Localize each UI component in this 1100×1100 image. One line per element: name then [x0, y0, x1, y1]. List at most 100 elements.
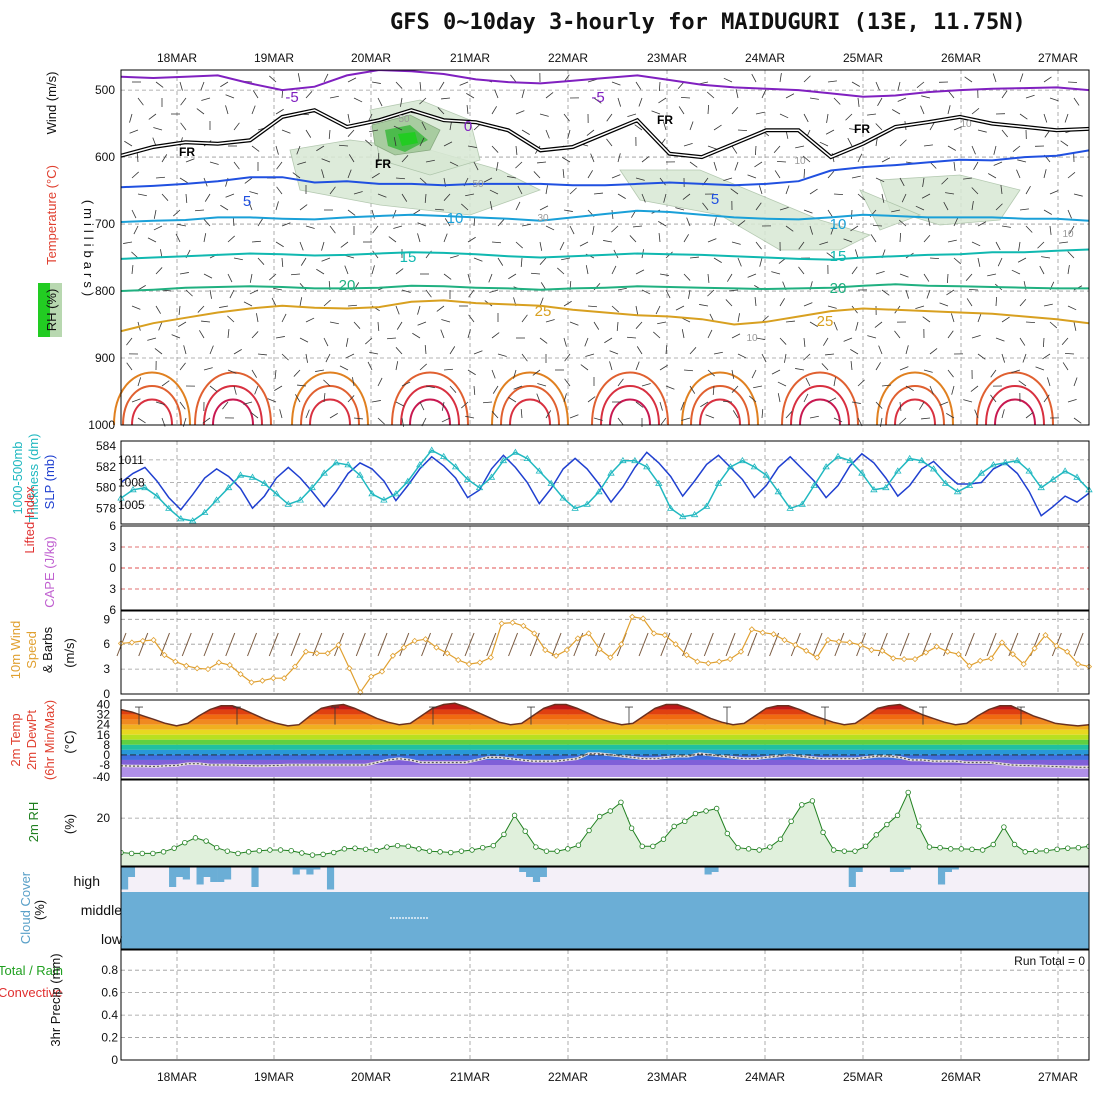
wind-barb — [803, 353, 811, 361]
wind-barb — [158, 321, 163, 331]
temperature-contour — [121, 209, 1089, 223]
slp-tick-label: 1008 — [118, 476, 145, 490]
wind-barb — [785, 411, 793, 419]
wind-barb — [689, 256, 699, 259]
wind-barb — [707, 369, 715, 377]
wind-speed-marker — [607, 654, 614, 661]
wind-barb — [725, 632, 736, 657]
wind-barb — [563, 209, 573, 212]
wind-speed-marker — [444, 650, 451, 657]
rh-marker — [331, 849, 337, 856]
wind-barb — [731, 385, 739, 393]
wind-barb — [203, 233, 207, 243]
wind-barb — [659, 177, 666, 186]
rh-marker — [713, 805, 720, 812]
wind-barb — [305, 91, 313, 99]
wind-barb — [204, 193, 211, 202]
wind-barb — [675, 305, 685, 311]
wind-barb — [747, 273, 757, 278]
wind-barb — [905, 289, 910, 299]
wind-barb — [681, 329, 685, 339]
wind-barb — [929, 122, 935, 131]
wind-barb — [329, 225, 336, 234]
wind-barb — [179, 177, 188, 184]
wind-barb — [449, 346, 456, 355]
wind-barb — [761, 89, 767, 99]
wind-barb — [436, 305, 445, 312]
wind-barb — [881, 157, 891, 163]
rh-marker — [235, 850, 241, 857]
wind-barb — [299, 241, 304, 251]
pressure-tick-label: 1000 — [88, 418, 115, 432]
wind-barb — [1018, 380, 1027, 387]
wind-barb — [617, 97, 622, 107]
wind-barb — [466, 93, 475, 99]
wind-barb — [300, 257, 307, 266]
thickness-marker — [248, 473, 257, 480]
wind-barb — [562, 157, 571, 163]
wind-barb — [491, 241, 502, 244]
wind-barb — [233, 161, 240, 170]
wind-speed-marker — [270, 675, 277, 682]
temperature-contour — [994, 398, 1036, 426]
temp-tick-label: -40 — [93, 770, 111, 784]
wind-barb — [827, 80, 837, 83]
bottom-date-label: 26MAR — [941, 1070, 981, 1084]
wind-barb — [747, 632, 758, 657]
wind-barb — [232, 216, 235, 227]
wind-barb — [993, 161, 1003, 166]
wind-barb — [243, 401, 253, 405]
wind-barb — [537, 161, 547, 164]
contour-label: 20 — [830, 280, 847, 297]
rh-marker — [1054, 846, 1060, 853]
wind-barb — [417, 222, 427, 227]
thickness-marker — [272, 490, 281, 497]
wind-barb — [732, 410, 739, 419]
wind-barb — [459, 81, 469, 86]
temperature-contour — [591, 371, 669, 426]
cloud-high-background — [121, 867, 1089, 892]
wind-barb — [545, 185, 548, 195]
temperature-band — [121, 729, 1089, 735]
wind-barb — [663, 193, 667, 203]
contour-label: 20 — [339, 277, 356, 294]
wind-barb — [809, 188, 818, 195]
rh-group — [121, 789, 1089, 866]
wind-barb — [489, 189, 499, 195]
wind-barb — [939, 401, 949, 406]
pressure-tick-label: 500 — [95, 83, 115, 97]
wind-barb — [705, 414, 715, 419]
panel-frame — [120, 440, 1090, 525]
wind-barb — [257, 353, 267, 356]
thickness-marker — [810, 481, 818, 489]
rh-marker — [1043, 847, 1050, 854]
wind-barb — [821, 363, 829, 371]
contour-label: -5 — [285, 89, 298, 106]
wind-barb — [1041, 256, 1051, 259]
slp-axis-label: SLP (mb) — [42, 455, 57, 510]
wind-barb — [339, 365, 349, 371]
wind-barb — [1067, 265, 1070, 275]
temperature-contour — [491, 371, 569, 426]
wind-barb — [988, 173, 997, 179]
temperature-band — [121, 744, 1089, 750]
wind-barb — [281, 313, 287, 323]
wind-barb — [491, 332, 500, 339]
wind-barb — [515, 110, 525, 115]
wind-barb — [179, 362, 186, 371]
precip-convective-label: Convective — [0, 985, 62, 1000]
wind-barb — [713, 257, 722, 263]
wind-barb — [178, 305, 181, 315]
rh-marker — [256, 847, 262, 854]
wind-axis-label: 10m Wind — [8, 621, 23, 680]
wind-barb — [530, 272, 541, 275]
wind-barb — [1001, 316, 1010, 323]
thickness-marker — [798, 500, 806, 507]
wind-barb — [657, 321, 667, 325]
wind-barb — [521, 129, 530, 135]
wind-barb — [1067, 251, 1075, 259]
wind-barb — [419, 137, 425, 147]
wind-speed-marker — [378, 668, 386, 675]
temperature-contour — [409, 398, 451, 426]
wind-barb — [491, 106, 497, 115]
